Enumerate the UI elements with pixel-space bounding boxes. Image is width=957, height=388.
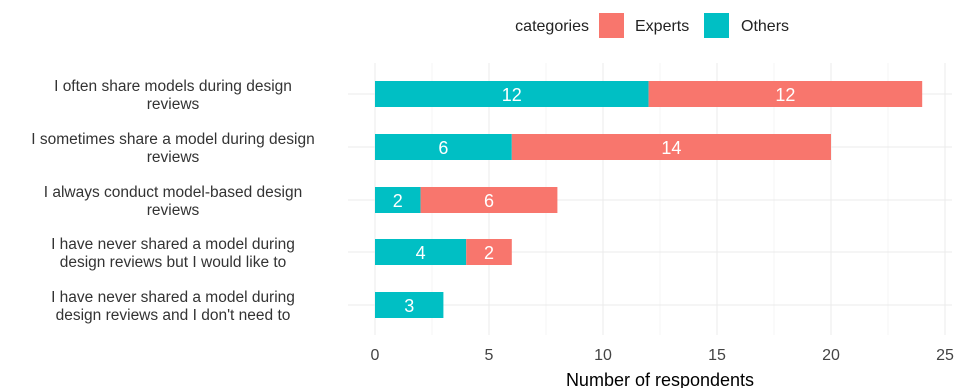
bar-experts bbox=[511, 134, 831, 160]
x-axis-ticks: 0 5 10 15 20 25 bbox=[371, 347, 954, 364]
bar-experts bbox=[648, 81, 923, 107]
bar-others bbox=[375, 239, 467, 265]
legend-label-experts: Experts bbox=[635, 18, 689, 35]
bar-others bbox=[375, 187, 421, 213]
bar-value-label: 6 bbox=[438, 138, 448, 158]
bar-value-labels: 12 12 6 14 2 6 4 2 3 bbox=[393, 85, 796, 316]
bar-experts bbox=[466, 239, 512, 265]
x-tick-label: 15 bbox=[708, 347, 726, 364]
x-tick-label: 25 bbox=[936, 347, 954, 364]
bar-value-label: 12 bbox=[775, 85, 795, 105]
category-label: I always conduct model-based design revie… bbox=[44, 184, 302, 219]
bar-value-label: 12 bbox=[502, 85, 522, 105]
bar-value-label: 2 bbox=[393, 191, 403, 211]
category-label: I have never shared a model during design… bbox=[51, 289, 295, 324]
category-labels: I often share models during design review… bbox=[31, 78, 314, 324]
x-tick-label: 10 bbox=[594, 347, 612, 364]
x-tick-label: 20 bbox=[822, 347, 840, 364]
legend-title: categories bbox=[515, 18, 589, 35]
category-label: I sometimes share a model during design r… bbox=[31, 131, 314, 166]
x-tick-label: 0 bbox=[371, 347, 380, 364]
bar-value-label: 4 bbox=[416, 243, 426, 263]
bar-value-label: 3 bbox=[404, 296, 414, 316]
bars bbox=[375, 81, 923, 318]
bar-others bbox=[375, 134, 512, 160]
legend-label-others: Others bbox=[741, 18, 789, 35]
bar-others bbox=[375, 292, 444, 318]
legend-swatch-experts bbox=[599, 13, 624, 38]
bar-value-label: 2 bbox=[484, 243, 494, 263]
legend: categories Experts Others bbox=[515, 13, 789, 38]
bar-value-label: 14 bbox=[661, 138, 681, 158]
bar-value-label: 6 bbox=[484, 191, 494, 211]
bar-others bbox=[375, 81, 649, 107]
category-label: I have never shared a model during design… bbox=[51, 236, 295, 271]
category-label: I often share models during design review… bbox=[54, 78, 292, 113]
bar-experts bbox=[420, 187, 558, 213]
legend-swatch-others bbox=[704, 13, 729, 38]
x-tick-label: 5 bbox=[485, 347, 494, 364]
x-axis-title: Number of respondents bbox=[566, 370, 754, 388]
